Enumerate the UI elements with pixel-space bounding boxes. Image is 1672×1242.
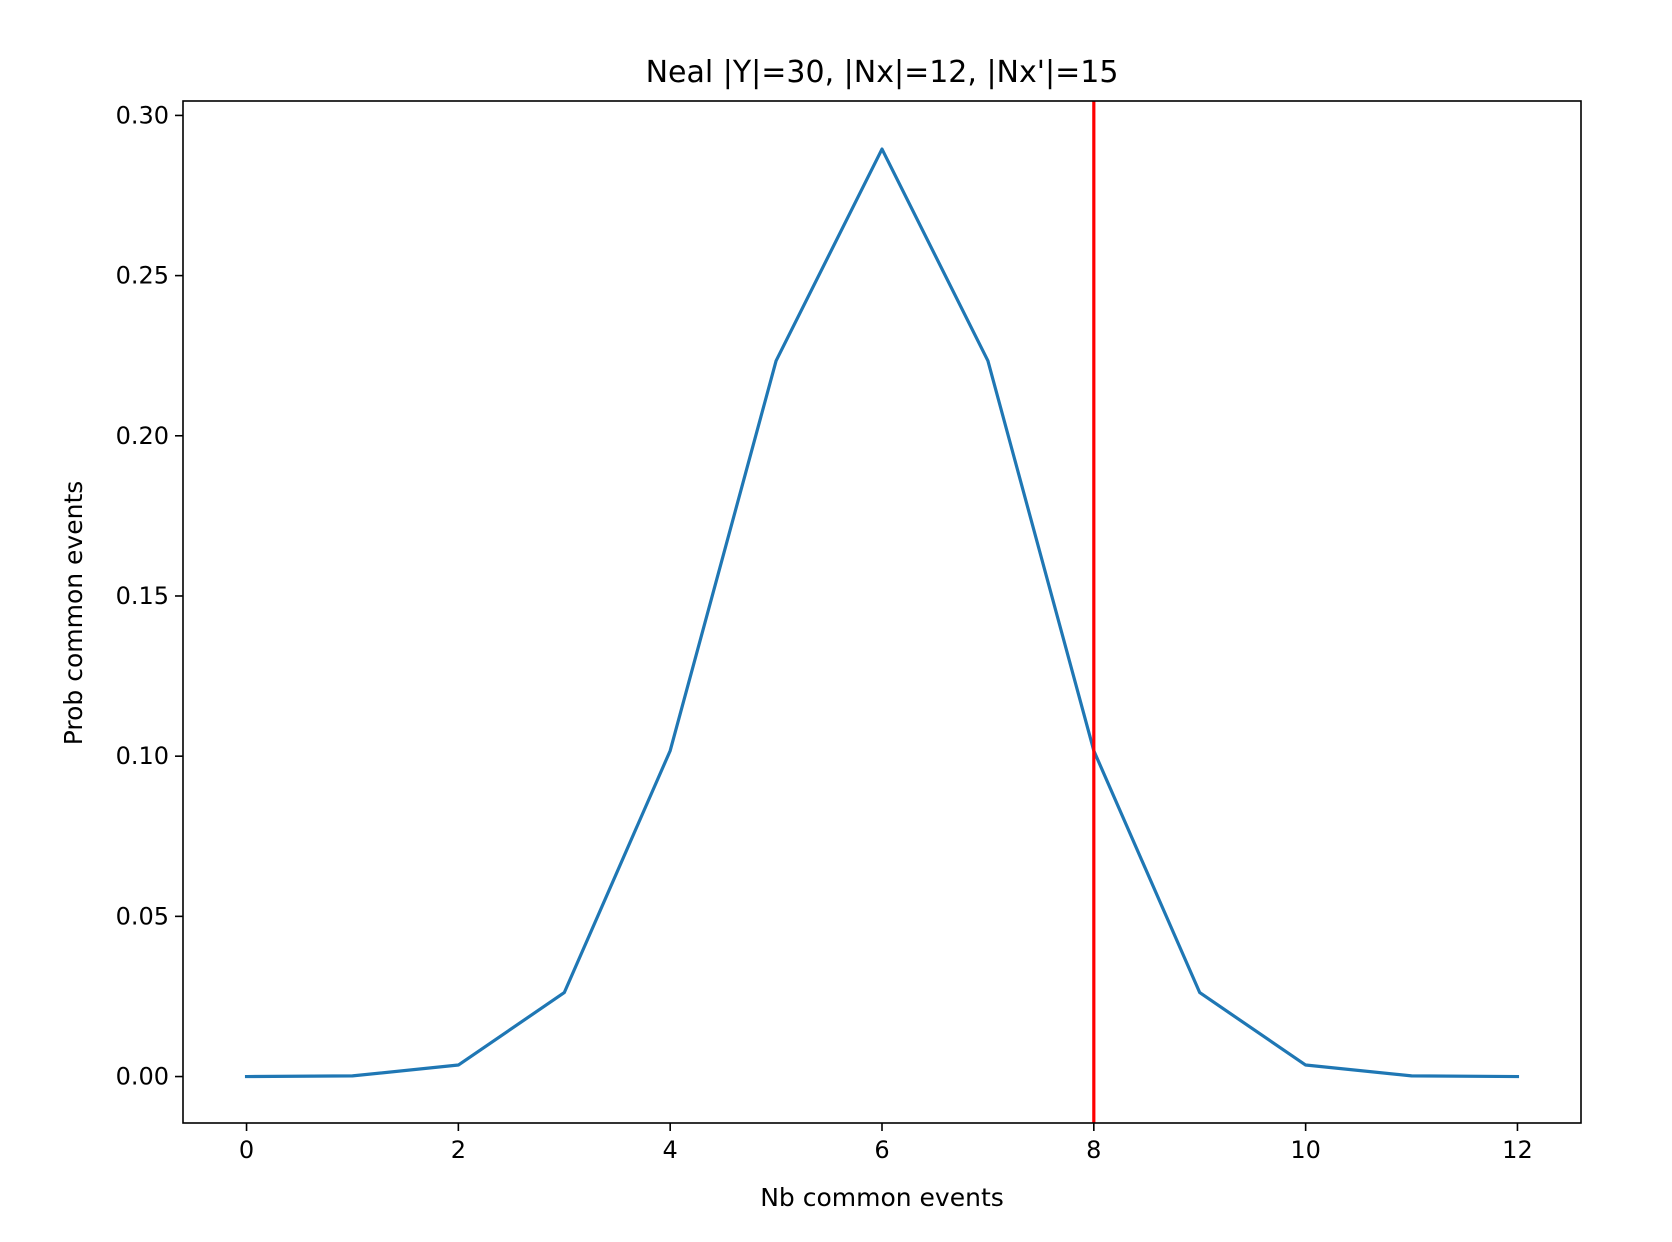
y-tick-label: 0.20: [116, 422, 169, 450]
series-line-0: [244, 147, 1520, 1079]
y-tick-label: 0.10: [116, 742, 169, 770]
x-tick-label: 6: [874, 1136, 889, 1164]
y-tick-label: 0.00: [116, 1063, 169, 1091]
y-axis: 0.00 0.05 0.10 0.15 0.20 0.25 0.30: [116, 101, 183, 1091]
x-axis-label: Nb common events: [760, 1183, 1004, 1212]
x-tick-label: 8: [1086, 1136, 1101, 1164]
y-tick-label: 0.25: [116, 262, 169, 290]
x-tick-label: 0: [239, 1136, 254, 1164]
y-axis-label: Prob common events: [59, 481, 88, 746]
chart-title: Neal |Y|=30, |Nx|=12, |Nx'|=15: [646, 55, 1119, 90]
x-tick-label: 10: [1290, 1136, 1321, 1164]
y-tick-label: 0.15: [116, 582, 169, 610]
y-tick-label: 0.30: [116, 101, 169, 129]
x-tick-label: 12: [1502, 1136, 1533, 1164]
x-tick-label: 4: [663, 1136, 678, 1164]
plot-frame: [182, 100, 1582, 1124]
y-tick-label: 0.05: [116, 902, 169, 930]
x-axis: 0 2 4 6 8 10 12: [239, 1123, 1533, 1164]
plot-area: [182, 100, 1582, 1124]
x-tick-label: 2: [451, 1136, 466, 1164]
